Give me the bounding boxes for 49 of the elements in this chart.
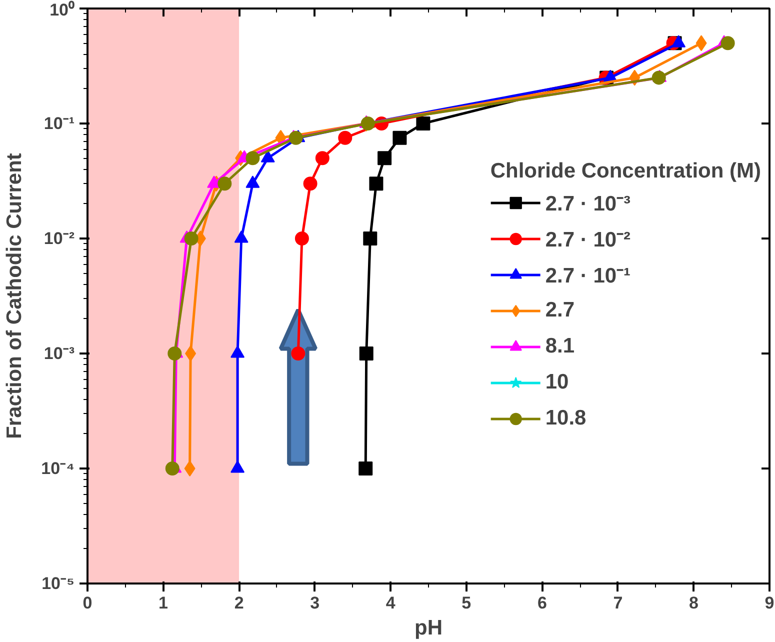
point (184, 232, 198, 246)
point (720, 36, 735, 50)
point (392, 130, 407, 145)
legend-title: Chloride Concentration (M) (490, 159, 761, 183)
y-tick-label: 10⁻² (44, 229, 75, 248)
point (288, 130, 303, 145)
point (359, 346, 374, 360)
y-tick-label: 10⁻¹ (44, 114, 75, 133)
point (416, 116, 430, 130)
point (291, 346, 306, 360)
x-tick-label: 8 (688, 594, 698, 612)
legend-label: 2.7 · 10⁻³ (545, 191, 631, 216)
point (303, 176, 318, 191)
point (246, 151, 260, 166)
x-tick-label: 9 (764, 594, 774, 612)
x-tick-label: 5 (462, 594, 472, 612)
point (218, 176, 232, 191)
point (378, 151, 392, 166)
x-tick-label: 2 (234, 594, 244, 612)
legend-label: 10.8 (545, 405, 586, 431)
y-tick-label: 10⁻⁵ (42, 574, 75, 593)
legend-label: 2.7 · 10⁻² (545, 227, 631, 252)
point (358, 462, 373, 476)
y-tick-label: 10⁰ (50, 0, 75, 20)
point (168, 346, 182, 360)
x-tick-label: 0 (82, 594, 92, 612)
y-tick-label: 10⁻⁴ (41, 459, 75, 478)
point (294, 232, 309, 246)
point (338, 130, 352, 145)
legend-label: 10 (545, 369, 569, 395)
x-tick-label: 1 (158, 594, 168, 612)
x-tick-label: 3 (310, 594, 320, 612)
y-tick-label: 10⁻³ (44, 344, 75, 363)
point (185, 346, 196, 362)
x-axis-title: pH (414, 616, 443, 640)
point (184, 460, 196, 476)
point (363, 232, 378, 246)
x-tick-label: 7 (613, 594, 623, 612)
legend-label: 2.7 · 10⁻¹ (545, 263, 631, 288)
legend-label: 2.7 (545, 297, 575, 323)
point (652, 70, 666, 85)
x-tick-label: 4 (386, 594, 396, 612)
point (360, 116, 375, 130)
point (165, 462, 180, 476)
x-tick-label: 6 (537, 594, 547, 612)
point (369, 176, 384, 191)
y-axis-title: Fraction of Cathodic Current (3, 153, 26, 439)
legend-label: 8.1 (545, 333, 575, 359)
point (315, 151, 330, 166)
